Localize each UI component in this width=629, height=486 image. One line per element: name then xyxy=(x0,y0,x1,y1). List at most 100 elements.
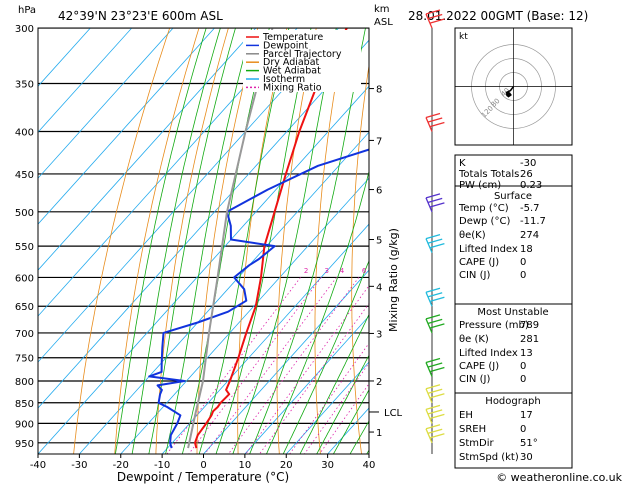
mixing-ratio-label: 3 xyxy=(325,267,329,275)
pressure-tick-label: 750 xyxy=(15,354,34,365)
eh-label: EH xyxy=(459,410,473,421)
isotherm-line xyxy=(38,28,215,225)
wind-barb-feather xyxy=(430,433,445,439)
unstable-cin-label: CIN (J) xyxy=(459,374,490,385)
wind-barb xyxy=(425,404,445,424)
legend-label: Dewpoint xyxy=(263,40,308,51)
dry-adiabat-line xyxy=(351,62,369,454)
hodograph-unit: kt xyxy=(459,32,468,42)
station-location: 42°39'N 23°23'E 600m ASL xyxy=(58,9,223,23)
mixing-ratio-line xyxy=(245,285,369,454)
dry-adiabat-line xyxy=(610,28,629,461)
wet-adiabat-line xyxy=(114,28,207,454)
wind-barb-feather xyxy=(430,202,445,208)
dry-adiabat-line xyxy=(155,28,229,454)
surface-dewp-value: -11.7 xyxy=(520,216,546,227)
wind-barb xyxy=(425,314,445,334)
dry-adiabat-line xyxy=(73,28,171,454)
mixing-ratio-label: 20 xyxy=(431,267,440,275)
hodograph-title: Hodograph xyxy=(485,396,540,407)
hodograph-ring-label: 40 xyxy=(499,86,511,98)
unstable-cin-value: 0 xyxy=(520,374,526,385)
skewt-plot: 2 3 4 6 8 10 16 20 25 xyxy=(37,27,629,461)
unstable-li-label: Lifted Index xyxy=(459,348,518,359)
wet-adiabat-line xyxy=(148,28,236,454)
temperature-profile xyxy=(194,28,348,449)
mixing-ratio-line xyxy=(227,277,360,454)
dewpoint-profile xyxy=(148,148,369,449)
stmspd-value: 30 xyxy=(520,452,533,463)
pressure-tick-label: 300 xyxy=(15,24,34,35)
pressure-tick-label: 900 xyxy=(15,419,34,430)
surface-temp-label: Temp (°C) xyxy=(458,203,509,214)
lcl-label: LCL xyxy=(384,408,403,419)
wind-barb-staff xyxy=(425,291,433,307)
surface-li-label: Lifted Index xyxy=(459,244,518,255)
km-tick-label: 5 xyxy=(376,236,382,247)
sreh-label: SREH xyxy=(459,424,486,435)
wind-barb-feather xyxy=(430,18,445,24)
wet-adiabat-line xyxy=(165,28,253,454)
dry-adiabat-line xyxy=(114,28,200,454)
dry-adiabat-line xyxy=(580,28,629,461)
x-tick-label: -20 xyxy=(113,460,129,471)
x-tick-label: -10 xyxy=(154,460,170,471)
mixing-ratio-label: 16 xyxy=(417,267,426,275)
isotherm-line xyxy=(38,85,369,454)
unstable-pressure-value: 789 xyxy=(520,320,539,331)
wind-barb xyxy=(425,287,445,307)
surface-cape-label: CAPE (J) xyxy=(459,257,499,268)
wind-barb-feather xyxy=(425,287,441,293)
wind-barb-staff xyxy=(425,238,433,253)
x-tick-label: 0 xyxy=(200,460,206,471)
wind-barb-feather xyxy=(428,409,443,415)
pressure-tick-label: 650 xyxy=(15,302,34,313)
pw-label: PW (cm) xyxy=(459,180,501,191)
plot-area: 2 3 4 6 8 10 16 20 25 xyxy=(38,28,629,461)
wind-barb-feather xyxy=(430,393,445,399)
mixing-ratio-line xyxy=(259,302,369,454)
wind-barb-staff xyxy=(425,117,433,132)
mixing-ratio-line xyxy=(204,277,337,454)
storm-motion-marker xyxy=(506,92,511,97)
isotherm-line xyxy=(38,28,133,133)
hodograph-ring-label: 80 xyxy=(490,97,502,109)
legend-label: Parcel Trajectory xyxy=(263,49,342,60)
stmdir-value: 51° xyxy=(520,438,538,449)
asl-unit-label: ASL xyxy=(374,17,393,28)
pressure-unit-label: hPa xyxy=(18,5,36,16)
wind-barb-feather xyxy=(430,242,445,249)
legend-label: Temperature xyxy=(262,32,323,43)
dry-adiabat-line xyxy=(196,28,259,454)
unstable-cape-value: 0 xyxy=(520,361,526,372)
wet-adiabat-line xyxy=(131,28,221,454)
copyright-footer: © weatheronline.co.uk xyxy=(496,471,622,484)
mixing-ratio-label: 25 xyxy=(445,267,454,275)
isotherm-line xyxy=(161,223,369,454)
km-unit-label: km xyxy=(374,4,390,15)
pressure-tick-label: 700 xyxy=(15,329,34,340)
mixing-ratio-label: 8 xyxy=(378,267,382,275)
isotherm-line xyxy=(244,315,369,454)
mixing-ratio-label: 6 xyxy=(362,267,367,275)
pressure-tick-label: 850 xyxy=(15,399,34,410)
k-index-label: K xyxy=(459,158,466,169)
legend-box xyxy=(243,30,361,92)
parcel-trajectory-profile xyxy=(187,28,274,449)
legend-label: Dry Adiabat xyxy=(263,57,320,68)
isotherm-line xyxy=(285,361,369,454)
surface-dewp-label: Dewp (°C) xyxy=(459,216,510,227)
wind-barb-staff xyxy=(425,197,433,213)
dry-adiabat-line xyxy=(314,28,346,454)
skewt-axes: 3003504004505005506006507007508008509009… xyxy=(15,24,403,484)
wind-barb-feather xyxy=(430,323,445,329)
wind-barb-feather xyxy=(425,314,441,320)
unstable-li-value: 13 xyxy=(520,348,533,359)
wind-barb xyxy=(425,357,445,377)
wind-barb-feather xyxy=(430,366,445,373)
isotherm-line xyxy=(38,28,257,271)
km-tick-label: 8 xyxy=(376,85,382,96)
wind-barb-feather xyxy=(428,318,443,325)
isotherm-line xyxy=(79,131,369,454)
